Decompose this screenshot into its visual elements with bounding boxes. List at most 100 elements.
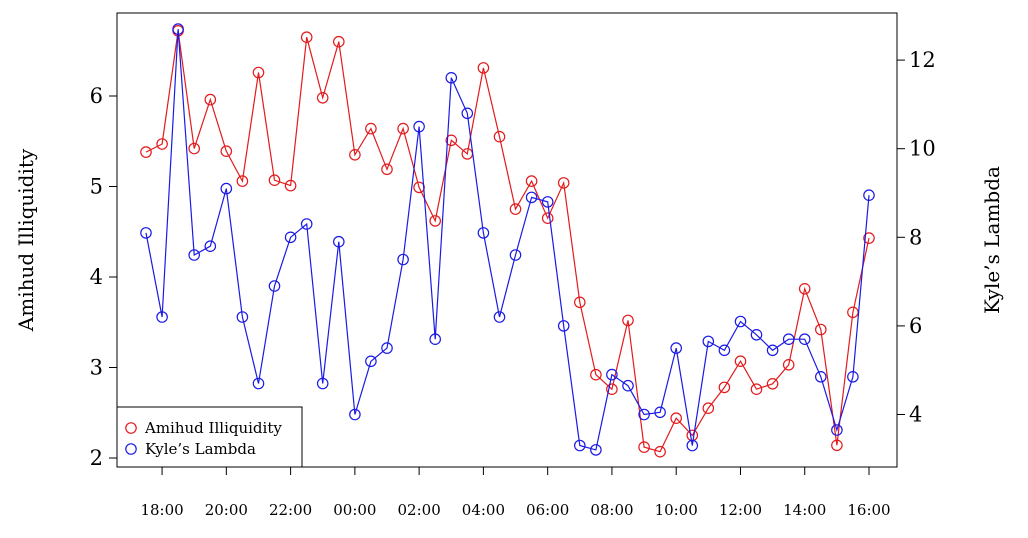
point-kyle-19 bbox=[445, 72, 458, 84]
point-amihud-43 bbox=[831, 439, 843, 452]
point-kyle-38 bbox=[750, 328, 763, 341]
point-kyle-24 bbox=[525, 191, 538, 204]
point-kyle-14 bbox=[365, 355, 377, 368]
point-amihud-45 bbox=[863, 232, 875, 244]
x-tick-label-5: 04:00 bbox=[462, 501, 505, 519]
point-kyle-13 bbox=[349, 408, 361, 421]
point-amihud-37 bbox=[734, 355, 747, 367]
point-amihud-21 bbox=[477, 62, 490, 74]
point-kyle-10 bbox=[300, 218, 313, 230]
legend-box bbox=[116, 406, 303, 468]
point-kyle-0 bbox=[140, 227, 152, 239]
point-amihud-14 bbox=[365, 122, 377, 135]
point-kyle-9 bbox=[284, 231, 297, 244]
point-kyle-32 bbox=[654, 406, 666, 419]
point-kyle-22 bbox=[493, 311, 506, 323]
point-kyle-30 bbox=[622, 379, 634, 392]
point-kyle-45 bbox=[863, 189, 875, 201]
point-amihud-38 bbox=[750, 383, 763, 395]
point-kyle-23 bbox=[509, 249, 522, 261]
point-kyle-31 bbox=[638, 408, 650, 421]
point-amihud-19 bbox=[445, 134, 458, 147]
x-tick-label-11: 16:00 bbox=[847, 501, 890, 519]
left-tick-label-5: 5 bbox=[90, 175, 103, 199]
point-kyle-41 bbox=[798, 333, 811, 345]
point-amihud-16 bbox=[397, 122, 409, 135]
left-tick-label-3: 3 bbox=[90, 356, 103, 380]
point-amihud-24 bbox=[525, 175, 538, 187]
point-kyle-8 bbox=[268, 280, 281, 292]
right-tick-label-10: 10 bbox=[909, 137, 936, 161]
point-amihud-30 bbox=[622, 314, 634, 327]
point-amihud-22 bbox=[493, 130, 506, 143]
point-amihud-12 bbox=[332, 35, 345, 48]
point-amihud-15 bbox=[381, 163, 393, 176]
x-tick-label-7: 08:00 bbox=[590, 501, 633, 519]
left-axis-title: Amihud Illiquidity bbox=[14, 148, 38, 332]
point-kyle-27 bbox=[573, 439, 586, 452]
point-kyle-29 bbox=[606, 368, 618, 381]
point-kyle-36 bbox=[718, 344, 731, 357]
right-tick-label-4: 4 bbox=[909, 403, 922, 427]
point-amihud-31 bbox=[638, 441, 650, 453]
right-tick-label-12: 12 bbox=[909, 48, 936, 72]
point-kyle-11 bbox=[316, 377, 329, 390]
legend-marker-kyle bbox=[125, 443, 137, 455]
point-amihud-28 bbox=[590, 368, 602, 381]
point-amihud-7 bbox=[252, 66, 265, 79]
point-kyle-15 bbox=[381, 342, 393, 354]
x-tick-label-3: 00:00 bbox=[333, 501, 376, 519]
point-kyle-26 bbox=[557, 320, 570, 332]
point-amihud-27 bbox=[573, 296, 586, 309]
point-kyle-1 bbox=[156, 311, 168, 323]
point-amihud-23 bbox=[509, 203, 522, 215]
point-kyle-35 bbox=[702, 335, 715, 348]
point-kyle-37 bbox=[734, 315, 747, 328]
point-kyle-39 bbox=[766, 344, 779, 357]
point-kyle-44 bbox=[847, 370, 859, 383]
left-tick-label-4: 4 bbox=[90, 265, 103, 289]
point-amihud-0 bbox=[140, 146, 152, 158]
x-tick-label-8: 10:00 bbox=[655, 501, 698, 519]
point-amihud-25 bbox=[541, 212, 554, 224]
point-amihud-6 bbox=[236, 175, 249, 187]
point-kyle-6 bbox=[236, 311, 249, 323]
x-tick-label-10: 14:00 bbox=[783, 501, 826, 519]
point-amihud-36 bbox=[718, 381, 731, 394]
left-tick-label-6: 6 bbox=[90, 84, 103, 108]
point-kyle-16 bbox=[397, 253, 409, 266]
plot-frame bbox=[116, 12, 898, 468]
point-kyle-2 bbox=[172, 23, 184, 35]
legend-marker-amihud bbox=[125, 422, 137, 434]
point-amihud-10 bbox=[300, 31, 313, 43]
point-amihud-39 bbox=[766, 377, 779, 390]
x-tick-label-1: 20:00 bbox=[205, 501, 248, 519]
point-amihud-42 bbox=[814, 323, 827, 336]
point-kyle-4 bbox=[204, 240, 217, 252]
point-amihud-3 bbox=[188, 142, 200, 155]
point-kyle-7 bbox=[252, 377, 265, 390]
point-kyle-34 bbox=[686, 439, 699, 452]
point-kyle-33 bbox=[670, 342, 682, 354]
x-tick-label-9: 12:00 bbox=[719, 501, 762, 519]
point-kyle-3 bbox=[188, 249, 200, 261]
point-kyle-12 bbox=[332, 235, 345, 248]
point-amihud-33 bbox=[670, 412, 682, 424]
right-axis-title: Kyle’s Lambda bbox=[980, 166, 1004, 314]
x-tick-label-4: 02:00 bbox=[398, 501, 441, 519]
point-amihud-5 bbox=[220, 145, 233, 157]
point-amihud-9 bbox=[284, 179, 297, 192]
point-amihud-13 bbox=[349, 149, 361, 161]
point-amihud-11 bbox=[316, 92, 329, 104]
point-kyle-25 bbox=[541, 196, 554, 208]
legend-label-kyle: Kyle’s Lambda bbox=[145, 440, 256, 458]
series-line-amihud bbox=[145, 30, 870, 453]
point-amihud-1 bbox=[156, 138, 168, 150]
point-kyle-5 bbox=[220, 182, 233, 195]
point-amihud-41 bbox=[798, 282, 811, 295]
x-tick-label-0: 18:00 bbox=[140, 501, 183, 519]
point-kyle-18 bbox=[429, 333, 441, 345]
point-amihud-29 bbox=[606, 383, 618, 395]
x-tick-label-2: 22:00 bbox=[269, 501, 312, 519]
point-amihud-40 bbox=[782, 358, 795, 371]
